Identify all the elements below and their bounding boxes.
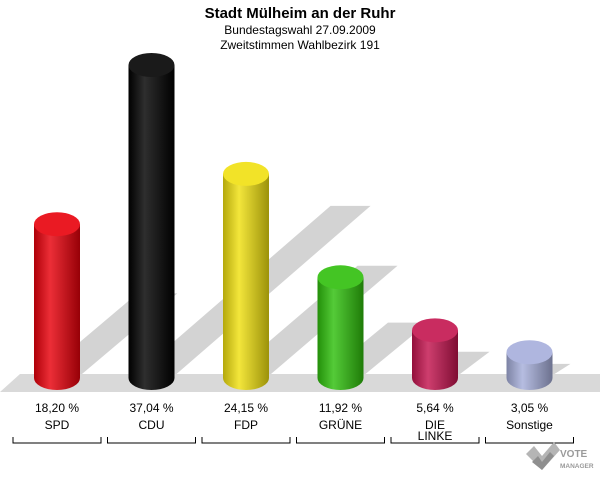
bar-sonstige: [506, 340, 553, 390]
value-label-gr-ne: 11,92 %: [319, 401, 362, 415]
category-label-die-linke: DIE: [425, 418, 445, 432]
logo-text-vote: VOTE: [560, 449, 588, 460]
bar-shadows: [42, 205, 571, 374]
category-label-die-linke-line2: LINKE: [418, 429, 453, 443]
bar-labels: 18,20 % SPD 37,04 % CDU 24,15 % FDP 11,92 % GRÜ…: [35, 401, 553, 443]
chart-subtitle: Bundestagswahl 27.09.2009: [224, 23, 376, 37]
category-bracket-spd: [12, 437, 102, 444]
category-label-sonstige: Sonstige: [506, 418, 553, 432]
value-label-fdp: 24,15 %: [224, 401, 268, 415]
value-label-die-linke: 5,64 %: [416, 401, 454, 415]
bar-fdp: [223, 161, 269, 390]
bar-die-linke: [412, 318, 458, 390]
votemanager-logo: VOTE MANAGER: [526, 442, 594, 470]
bar-gr-ne: [317, 265, 364, 390]
category-bracket-sonstige: [485, 437, 574, 444]
category-label-gr-ne: GRÜNE: [319, 418, 362, 432]
category-bracket-die-linke: [390, 437, 480, 444]
category-bracket-fdp: [201, 437, 291, 444]
category-bracket-gr-ne: [296, 437, 385, 444]
category-bracket-cdu: [107, 437, 196, 444]
value-label-cdu: 37,04 %: [129, 401, 173, 415]
value-label-sonstige: 3,05 %: [511, 401, 549, 415]
checkmark-icon: [526, 442, 560, 470]
logo-text-manager: MANAGER: [560, 463, 594, 470]
category-label-fdp: FDP: [234, 418, 258, 432]
value-label-spd: 18,20 %: [35, 401, 79, 415]
category-brackets: [12, 437, 574, 444]
category-label-spd: SPD: [45, 418, 70, 432]
category-label-cdu: CDU: [139, 418, 165, 432]
bar-cdu: [128, 53, 175, 391]
chart-title: Stadt Mülheim an der Ruhr: [204, 5, 396, 22]
bar-spd: [34, 212, 80, 390]
chart-subtitle-2: Zweitstimmen Wahlbezirk 191: [220, 38, 380, 52]
bars: [34, 53, 553, 391]
